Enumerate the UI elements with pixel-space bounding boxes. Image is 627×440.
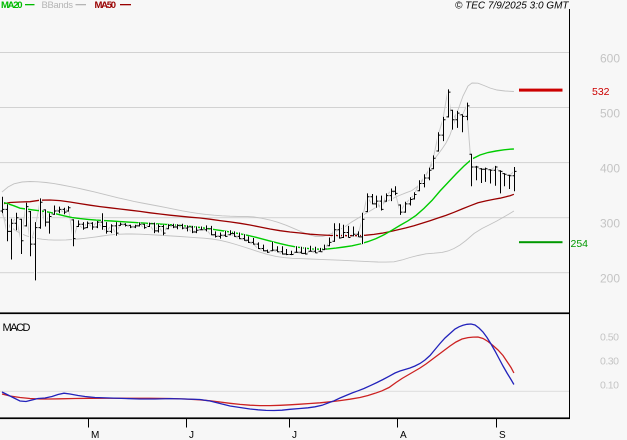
svg-text:A: A [400,430,407,440]
svg-text:500: 500 [600,106,620,120]
svg-text:J: J [189,430,194,440]
svg-text:300: 300 [600,217,620,231]
svg-text:MACD: MACD [3,322,31,334]
svg-text:532: 532 [592,86,610,98]
svg-text:400: 400 [600,161,620,175]
svg-text:0.10: 0.10 [600,379,619,391]
svg-text:© TEC 7/9/2025 3:0 GMT: © TEC 7/9/2025 3:0 GMT [455,1,569,12]
svg-text:MA20: MA20 [1,0,23,11]
svg-text:0.30: 0.30 [600,355,619,367]
svg-text:BBands: BBands [42,0,74,11]
svg-text:600: 600 [600,51,620,65]
svg-text:M: M [91,430,99,440]
svg-text:MA50: MA50 [95,0,117,11]
svg-text:0.50: 0.50 [600,331,619,343]
svg-text:J: J [292,430,297,440]
svg-text:254: 254 [571,238,589,250]
svg-text:S: S [499,430,506,440]
svg-text:200: 200 [600,272,620,286]
